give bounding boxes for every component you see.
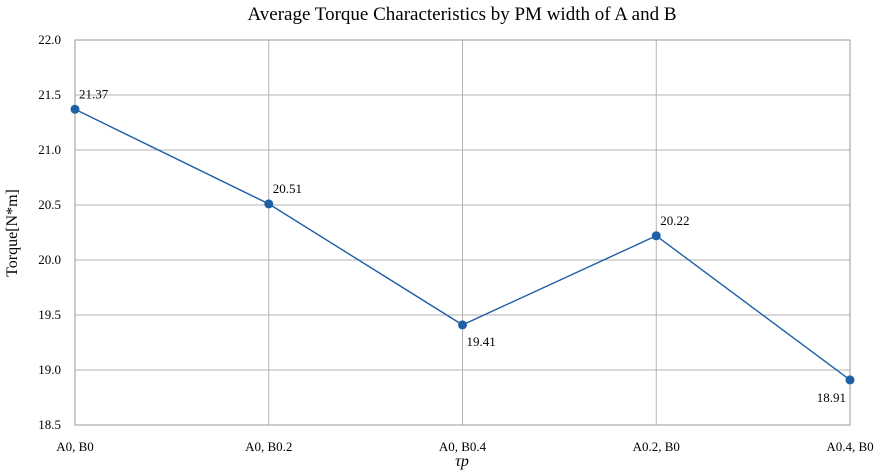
y-tick-label: 22.0: [38, 32, 61, 47]
y-tick-label: 19.0: [38, 362, 61, 377]
y-tick-label: 20.5: [38, 197, 61, 212]
data-point: [845, 375, 855, 385]
x-tick-label: A0.4, B0: [826, 439, 873, 454]
plot-frame: [74, 39, 851, 426]
y-axis-ticks: 18.5 19.0 19.5 20.0 20.5 21.0 21.5 22.0: [38, 32, 61, 432]
data-point: [458, 320, 467, 330]
y-tick-label: 20.0: [38, 252, 61, 267]
data-labels: 21.37 20.51 19.41 20.22 18.91: [79, 86, 846, 405]
x-tick-label: A0, B0.2: [245, 439, 292, 454]
x-tick-label: A0.2, B0: [633, 439, 680, 454]
data-label: 21.37: [79, 86, 109, 101]
data-point: [651, 231, 661, 241]
data-point: [264, 199, 274, 209]
data-label: 20.51: [273, 181, 302, 196]
y-tick-label: 21.5: [38, 87, 61, 102]
x-tick-label: A0, B0: [56, 439, 94, 454]
y-tick-label: 18.5: [38, 417, 61, 432]
grid: [74, 39, 851, 426]
x-axis-ticks: A0, B0 A0, B0.2 A0, B0.4 A0.2, B0 A0.4, B0: [56, 439, 873, 454]
data-point: [70, 104, 80, 114]
y-tick-label: 19.5: [38, 307, 61, 322]
data-label: 18.91: [817, 390, 846, 405]
data-label: 20.22: [660, 213, 689, 228]
x-tick-label: A0, B0.4: [439, 439, 487, 454]
data-label: 19.41: [467, 334, 496, 349]
x-axis-label: τp: [455, 453, 469, 470]
y-axis-label: Torque[N*m]: [4, 189, 21, 277]
y-tick-label: 21.0: [38, 142, 61, 157]
chart-title: Average Torque Characteristics by PM wid…: [247, 4, 676, 25]
data-points: [70, 104, 855, 385]
